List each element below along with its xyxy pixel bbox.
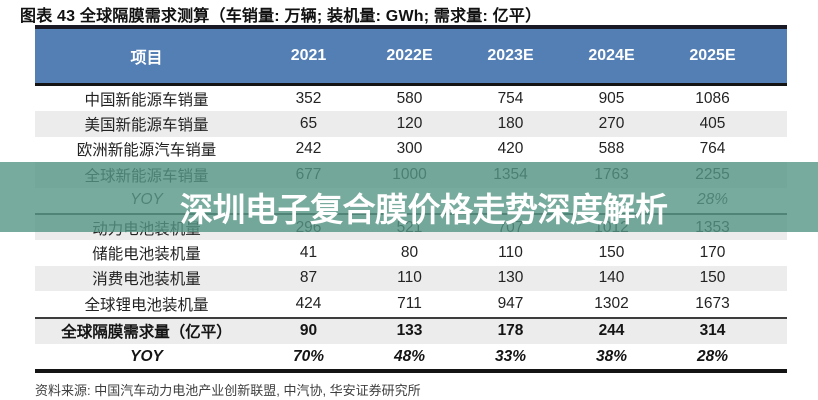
table-cell: 170 <box>699 244 726 262</box>
row-label: 消费电池装机量 <box>92 271 201 289</box>
column-header-year: 2025E <box>689 47 736 64</box>
table-row: 美国新能源车销量 65 120 180 270 405 <box>35 111 787 137</box>
table-cell: 70% <box>292 347 325 365</box>
table-row: 中国新能源车销量 352 580 754 905 1086 <box>35 86 787 111</box>
table-row: 消费电池装机量 87 110 130 140 150 <box>35 265 787 292</box>
table-row: 全球锂电池装机量 424 711 947 1302 1673 <box>35 291 787 319</box>
row-label: 欧洲新能源汽车销量 <box>76 142 217 160</box>
table-cell: 133 <box>396 322 423 340</box>
table-cell: 754 <box>497 89 524 107</box>
table-cell: 41 <box>299 244 318 262</box>
table-row: YOY 70% 48% 33% 38% 28% <box>35 344 787 369</box>
table-cell: 947 <box>497 294 524 312</box>
row-label: 储能电池装机量 <box>92 246 201 264</box>
table-cell: 87 <box>299 269 318 287</box>
table-cell: 130 <box>497 269 524 287</box>
table-cell: 110 <box>498 244 523 262</box>
table-cell: 1302 <box>594 294 629 312</box>
watermark-band <box>0 162 818 232</box>
table-cell: 588 <box>598 140 625 158</box>
table-row: 储能电池装机量 41 80 110 150 170 <box>35 240 787 265</box>
row-label: YOY <box>130 347 163 365</box>
table-cell: 38% <box>595 347 628 365</box>
table-row: 欧洲新能源汽车销量 242 300 420 588 764 <box>35 137 787 162</box>
table-cell: 120 <box>396 115 423 133</box>
row-label: 全球隔膜需求量（亿平） <box>61 324 232 342</box>
table-cell: 580 <box>396 89 423 107</box>
table-cell: 150 <box>598 244 625 262</box>
table-cell: 244 <box>598 322 625 340</box>
table-cell: 178 <box>497 322 524 340</box>
table-cell: 314 <box>699 322 726 340</box>
table-cell: 110 <box>397 269 422 287</box>
source-note: 资料来源: 中国汽车动力电池产业创新联盟, 中汽协, 华安证券研究所 <box>35 383 421 398</box>
table-cell: 405 <box>699 115 726 133</box>
column-header-year: 2023E <box>487 47 534 64</box>
table-cell: 180 <box>497 115 524 133</box>
column-header-item: 项目 <box>130 50 163 67</box>
table-cell: 33% <box>494 347 527 365</box>
column-header-year: 2021 <box>290 47 327 64</box>
table-cell: 905 <box>598 89 625 107</box>
table-cell: 300 <box>396 140 423 158</box>
table-row: 全球隔膜需求量（亿平） 90 133 178 244 314 <box>35 318 787 344</box>
watermark-text: 深圳电子复合膜价格走势深度解析 <box>180 191 668 228</box>
table-cell: 80 <box>400 244 419 262</box>
row-label: 全球锂电池装机量 <box>84 296 209 314</box>
table-cell: 242 <box>295 140 322 158</box>
table-cell: 352 <box>295 89 322 107</box>
table-cell: 28% <box>696 347 729 365</box>
row-label: 美国新能源车销量 <box>84 117 209 135</box>
row-label: 中国新能源车销量 <box>84 91 209 109</box>
table-cell: 90 <box>299 322 318 340</box>
table-cell: 150 <box>699 269 726 287</box>
figure-title: 图表 43 全球隔膜需求测算（车销量: 万辆; 装机量: GWh; 需求量: 亿… <box>20 8 542 25</box>
table-cell: 764 <box>699 140 726 158</box>
table-cell: 1673 <box>695 294 730 312</box>
table-cell: 711 <box>397 294 422 312</box>
table-cell: 420 <box>497 140 524 158</box>
table-cell: 424 <box>295 294 322 312</box>
table-cell: 65 <box>299 115 318 133</box>
table-cell: 1086 <box>695 89 730 107</box>
column-header-year: 2024E <box>588 47 635 64</box>
table-cell: 140 <box>598 269 625 287</box>
column-header-year: 2022E <box>386 47 433 64</box>
table-cell: 48% <box>393 347 426 365</box>
table-cell: 270 <box>598 115 625 133</box>
table-header-row: 项目 2021 2022E 2023E 2024E 2025E <box>35 29 787 86</box>
